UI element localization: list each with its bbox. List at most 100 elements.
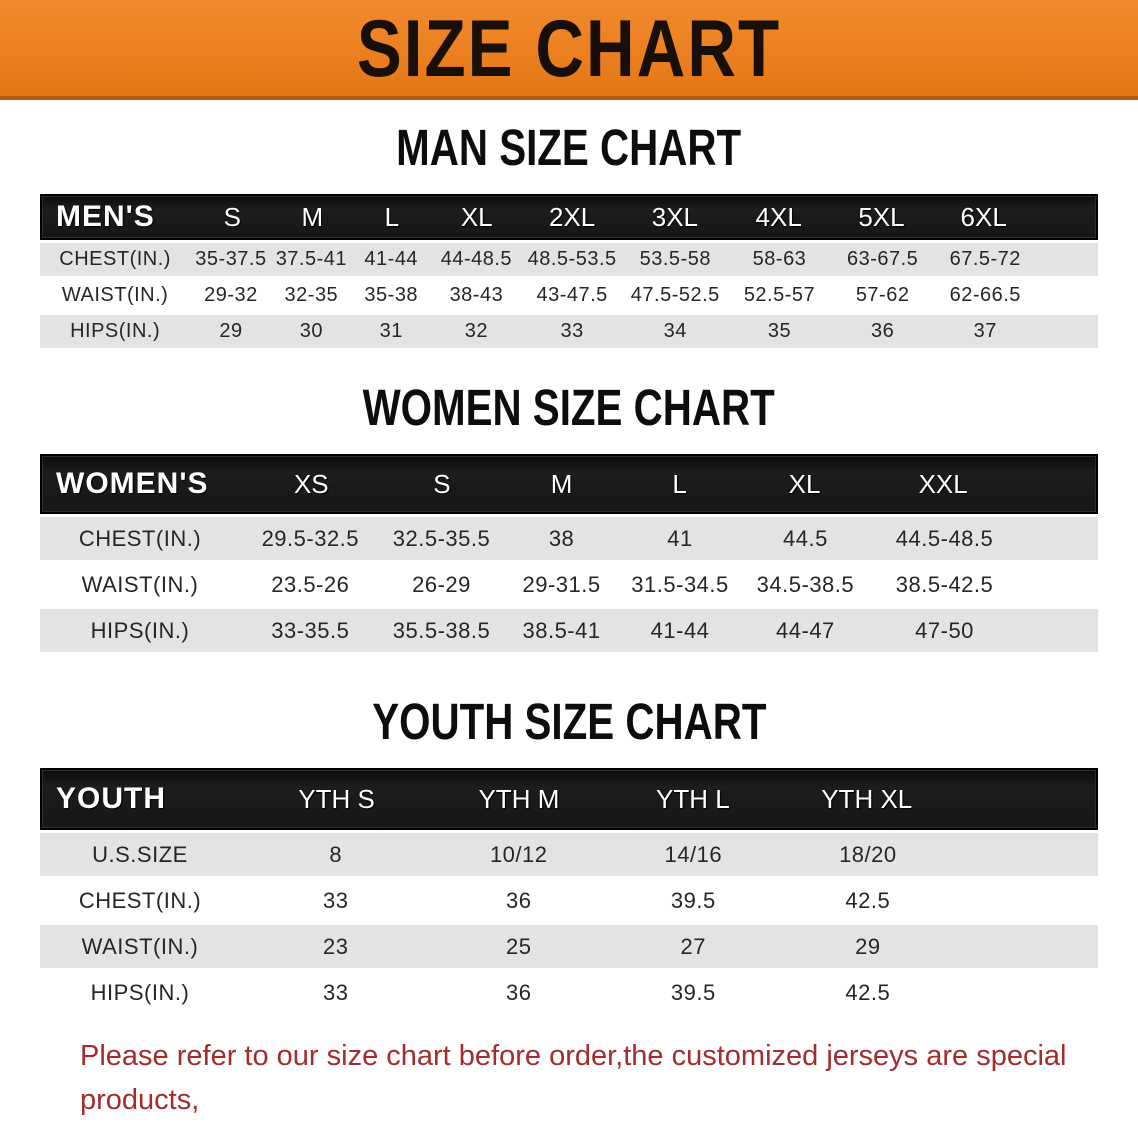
measurement-cell: 14/16	[664, 841, 723, 867]
size-column-header: XXL	[918, 468, 968, 499]
measurement-cell: 26-29	[412, 571, 471, 597]
measurement-cell: 38.5-41	[522, 617, 601, 643]
measurement-cell: 67.5-72	[949, 248, 1021, 270]
size-column-header: 2XL	[548, 201, 596, 232]
measurement-cell: 52.5-57	[743, 284, 816, 306]
table-row: WAIST(IN.) 23 25 27 29	[40, 925, 1098, 968]
women-size-table: WOMEN'S XS S M L XL XXL CHEST(IN.) 29.5-32.5 32.5…	[40, 454, 1098, 652]
size-chart-content: MAN SIZE CHART MEN'S S M L XL 2XL 3XL 4XL 5XL 6XL…	[40, 119, 1098, 1132]
measurement-cell: 48.5-53.5	[527, 248, 617, 270]
size-column-header: S	[433, 468, 451, 499]
table-row: HIPS(IN.) 29 30 31 32 33 34 35 36 37	[40, 315, 1098, 348]
measurement-cell: 47.5-52.5	[630, 284, 720, 306]
measurement-cell: 53.5-58	[639, 248, 711, 270]
measurement-cell: 33	[322, 887, 349, 913]
size-column-header: XL	[460, 201, 493, 232]
row-label: HIPS(IN.)	[90, 617, 190, 643]
women-section-heading: WOMEN SIZE CHART	[40, 379, 1098, 436]
table-row: U.S.SIZE 8 10/12 14/16 18/20	[40, 833, 1098, 876]
size-column-header: M	[550, 468, 573, 499]
size-column-header: YTH XL	[821, 783, 913, 814]
size-column-header: YTH S	[298, 783, 375, 814]
banner-title: SIZE CHART	[356, 2, 782, 94]
table-row: HIPS(IN.) 33 36 39.5 42.5	[40, 971, 1098, 1014]
size-column-header: XS	[293, 468, 329, 499]
measurement-cell: 36	[871, 320, 895, 342]
measurement-cell: 23.5-26	[271, 571, 350, 597]
table-row: CHEST(IN.) 35-37.5 37.5-41 41-44 44-48.5 48.5…	[40, 243, 1098, 276]
measurement-cell: 33	[322, 979, 349, 1005]
measurement-cell: 57-62	[855, 284, 910, 306]
women-heading-text: WOMEN SIZE CHART	[362, 378, 776, 437]
size-column-header: 4XL	[755, 201, 802, 232]
measurement-cell: 30	[299, 320, 323, 342]
measurement-cell: 44-47	[776, 617, 835, 643]
measurement-cell: 42.5	[845, 979, 891, 1005]
measurement-cell: 44.5-48.5	[895, 525, 994, 551]
men-section-heading: MAN SIZE CHART	[40, 119, 1098, 176]
measurement-cell: 32-35	[284, 284, 339, 306]
measurement-cell: 39.5	[670, 887, 716, 913]
measurement-cell: 36	[505, 887, 532, 913]
table-row: WAIST(IN.) 23.5-26 26-29 29-31.5 31.5-34.5 34…	[40, 563, 1098, 606]
men-size-table: MEN'S S M L XL 2XL 3XL 4XL 5XL 6XL CHEST(IN.) 35-37…	[40, 194, 1098, 348]
disclaimer-line-2: we don't accept cancel, change, teturn o…	[80, 1122, 1138, 1132]
row-label: WAIST(IN.)	[81, 933, 199, 959]
measurement-cell: 41	[667, 525, 693, 551]
size-column-header: L	[384, 201, 400, 232]
table-header-row: YOUTH YTH S YTH M YTH L YTH XL	[40, 768, 1098, 830]
measurement-cell: 33	[560, 320, 584, 342]
measurement-cell: 31	[379, 320, 403, 342]
measurement-cell: 37.5-41	[275, 248, 348, 270]
measurement-cell: 23	[322, 933, 349, 959]
measurement-cell: 8	[329, 841, 343, 867]
size-column-header: S	[223, 201, 241, 232]
table-header-row: MEN'S S M L XL 2XL 3XL 4XL 5XL 6XL	[40, 194, 1098, 240]
size-chart-banner: SIZE CHART	[0, 0, 1138, 100]
measurement-cell: 35	[767, 320, 792, 342]
measurement-cell: 29	[855, 933, 881, 959]
table-row: HIPS(IN.) 33-35.5 35.5-38.5 38.5-41 41-44 44-…	[40, 609, 1098, 652]
row-label: U.S.SIZE	[92, 841, 188, 867]
size-column-header: XL	[788, 468, 821, 499]
measurement-cell: 29	[219, 320, 243, 342]
table-row: CHEST(IN.) 29.5-32.5 32.5-35.5 38 41 44.5 44.5…	[40, 517, 1098, 560]
measurement-cell: 32	[464, 320, 489, 342]
measurement-cell: 47-50	[915, 617, 974, 643]
size-column-header: M	[301, 201, 324, 232]
measurement-cell: 35-38	[364, 284, 419, 306]
measurement-cell: 35-37.5	[195, 248, 267, 270]
youth-heading-text: YOUTH SIZE CHART	[371, 692, 767, 751]
measurement-cell: 34	[663, 320, 687, 342]
measurement-cell: 25	[505, 933, 532, 959]
measurement-cell: 58-63	[752, 248, 807, 270]
measurement-cell: 37	[973, 320, 997, 342]
row-label: WAIST(IN.)	[61, 284, 169, 306]
size-column-header: YTH M	[478, 783, 560, 814]
row-label: CHEST(IN.)	[59, 248, 171, 270]
measurement-cell: 44.5	[782, 525, 828, 551]
row-label: HIPS(IN.)	[90, 979, 190, 1005]
table-header-label: YOUTH	[56, 782, 166, 815]
measurement-cell: 36	[505, 979, 532, 1005]
measurement-cell: 41-44	[650, 617, 710, 643]
row-label: WAIST(IN.)	[81, 571, 199, 597]
table-header-label: WOMEN'S	[56, 467, 209, 500]
measurement-cell: 18/20	[839, 841, 897, 867]
row-label: CHEST(IN.)	[78, 887, 202, 913]
measurement-cell: 62-66.5	[949, 284, 1021, 306]
measurement-cell: 35.5-38.5	[392, 617, 491, 643]
measurement-cell: 29.5-32.5	[261, 525, 360, 551]
table-header-row: WOMEN'S XS S M L XL XXL	[40, 454, 1098, 514]
youth-section-heading: YOUTH SIZE CHART	[40, 693, 1098, 750]
measurement-cell: 10/12	[489, 841, 548, 867]
measurement-cell: 44-48.5	[440, 248, 513, 270]
measurement-cell: 27	[680, 933, 707, 959]
measurement-cell: 38.5-42.5	[895, 571, 994, 597]
measurement-cell: 42.5	[845, 887, 891, 913]
measurement-cell: 31.5-34.5	[631, 571, 729, 597]
measurement-cell: 38	[548, 525, 575, 551]
size-column-header: 6XL	[960, 201, 1007, 232]
disclaimer-text: Please refer to our size chart before or…	[80, 1034, 1138, 1132]
table-header-label: MEN'S	[56, 200, 155, 233]
